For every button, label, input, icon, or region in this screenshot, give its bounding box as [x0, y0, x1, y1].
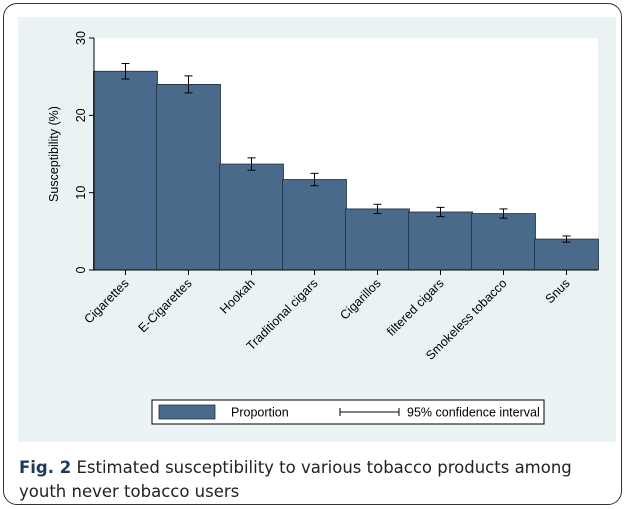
x-tick-label: filtered cigars — [384, 276, 446, 338]
caption-text: Estimated susceptibility to various toba… — [19, 458, 572, 501]
x-tick-label: Hookah — [217, 276, 257, 316]
x-tick-label: Snus — [543, 276, 573, 306]
legend: Proportion 95% confidence interval — [151, 399, 545, 425]
figure-frame: Cigarettes E-Cigarettes Hookah Traditional … — [3, 3, 622, 505]
legend-bar-label: Proportion — [231, 406, 289, 420]
error-bar — [436, 206, 445, 218]
plot-area — [93, 38, 599, 271]
bar-chart: Cigarettes E-Cigarettes HookahTraditional … — [47, 31, 599, 425]
error-bar — [184, 75, 193, 94]
error-bar — [562, 235, 571, 243]
chart-panel: Cigarettes E-Cigarettes Hookah Traditional … — [18, 17, 616, 442]
legend-ci-label: 95% confidence interval — [407, 406, 540, 420]
y-tick-label: 20 — [74, 108, 88, 122]
x-tick-label: E-Cigarettes — [136, 276, 195, 335]
legend-bar-swatch — [158, 404, 216, 420]
x-tick-label: Cigarettes — [81, 276, 131, 326]
legend-ci-symbol — [339, 408, 400, 416]
x-tick-label: Cigarillos — [337, 276, 383, 322]
caption-label: Fig. 2 — [19, 458, 72, 477]
bar-hookah — [219, 163, 284, 271]
error-bar — [373, 203, 382, 215]
bar-cigarillos — [345, 208, 410, 271]
error-bar — [247, 157, 256, 171]
bar-cigarettes — [93, 70, 158, 271]
bar-snus — [534, 238, 599, 271]
y-tick-label: 30 — [74, 31, 88, 45]
error-bar — [121, 63, 130, 80]
figure-caption: Fig. 2 Estimated susceptibility to vario… — [19, 456, 617, 504]
error-bar — [310, 172, 319, 187]
bar-filtered-cigars — [408, 211, 473, 271]
y-tick-label: 10 — [74, 186, 88, 200]
y-tick-label: 0 — [74, 266, 88, 273]
bar-traditional-cigars — [282, 179, 347, 271]
y-axis-title: Susceptibility (%) — [47, 106, 61, 202]
bar-e-cigarettes — [156, 84, 221, 271]
error-bar — [499, 208, 508, 219]
bar-smokeless-tobacco — [471, 213, 536, 271]
